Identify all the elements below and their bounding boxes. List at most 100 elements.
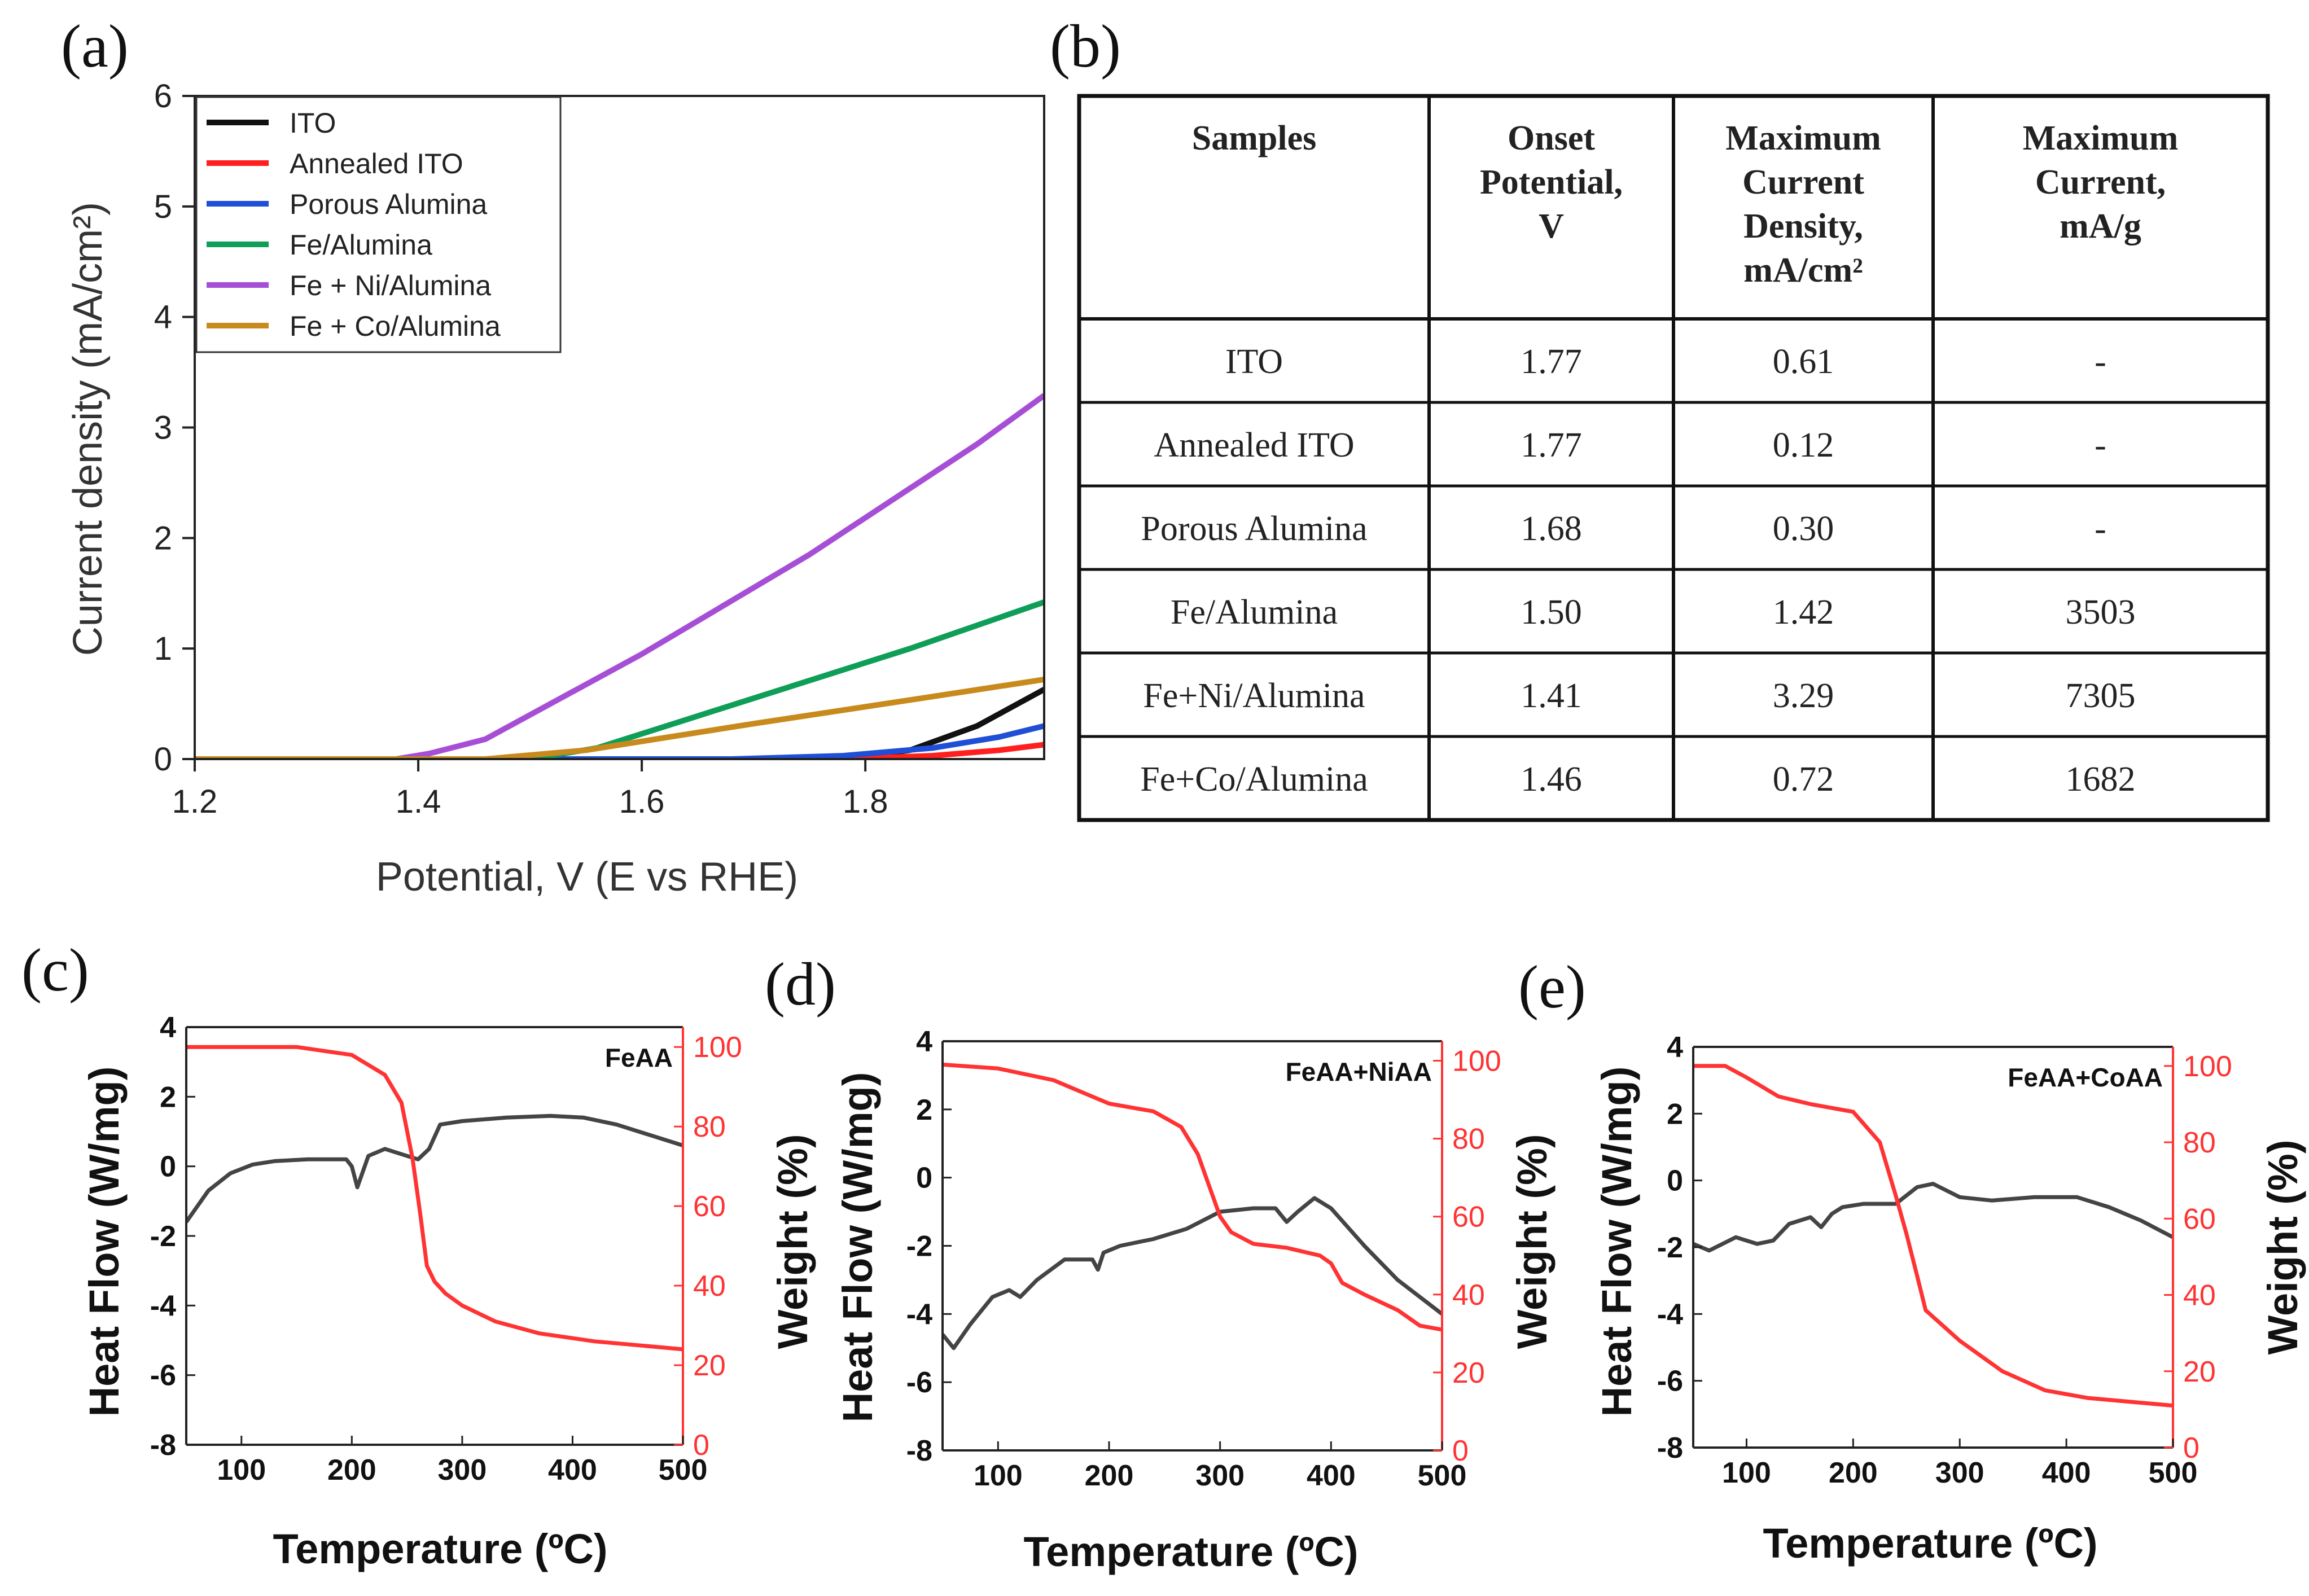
table-b-header-line: Samples: [1192, 119, 1316, 157]
chart-e-right-y-tick-label: 60: [2183, 1203, 2216, 1235]
table-b-header-line: Maximum: [2023, 119, 2179, 157]
table-b-header-line: Onset: [1508, 119, 1595, 157]
chart-e-x-tick-label: 500: [2149, 1457, 2198, 1489]
chart-c-right-y-tick-label: 40: [693, 1270, 726, 1303]
chart-d-series-0: [943, 1196, 1442, 1351]
chart-c-tga-dsc: Temperature (ºC) Heat Flow (W/mg) Weight…: [81, 1011, 816, 1572]
chart-a-x-tick-label: 1.4: [396, 783, 441, 820]
chart-a-legend-entry-0: ITO: [290, 107, 336, 139]
table-b-cell: Fe/Alumina: [1171, 593, 1338, 632]
table-b-header-line: Density,: [1743, 207, 1863, 245]
table-b-header-line: Current,: [2035, 163, 2166, 201]
chart-d-tga-dsc: Temperature (ºC) Heat Flow (W/mg) Weight…: [834, 1025, 1556, 1575]
table-b-header-1: Onset Potential, V: [1480, 119, 1623, 245]
table-b-header-line: mA/cm²: [1743, 251, 1863, 290]
chart-e-left-y-tick-label: 2: [1667, 1098, 1683, 1130]
chart-c-series-1: [186, 1045, 683, 1352]
panel-label-e: (e): [1518, 954, 1586, 1021]
chart-e-left-y-tick-label: -2: [1657, 1231, 1683, 1264]
chart-d-x-axis-label: Temperature (ºC): [1023, 1528, 1358, 1575]
chart-c-right-y-tick-label: 20: [693, 1349, 726, 1382]
chart-c-left-y-tick-label: 4: [160, 1011, 176, 1044]
chart-c-left-y-tick-label: -4: [150, 1290, 176, 1322]
table-b-cell: -: [2095, 426, 2106, 464]
table-b-header-line: V: [1539, 207, 1564, 245]
table-b-cell: 0.61: [1773, 343, 1834, 381]
chart-d-sample-label: FeAA+NiAA: [1286, 1057, 1432, 1086]
chart-c-left-y-tick-label: -2: [150, 1220, 176, 1253]
chart-d-left-y-tick-label: -8: [906, 1435, 932, 1467]
chart-e-x-tick-label: 300: [1935, 1457, 1984, 1489]
chart-c-x-tick-label: 400: [548, 1454, 597, 1487]
chart-e-right-y-tick-label: 40: [2183, 1279, 2216, 1312]
chart-e-x-tick-label: 400: [2042, 1457, 2091, 1489]
table-b-cell: 7305: [2066, 677, 2136, 715]
chart-c-right-y-label: Weight (%): [769, 1134, 816, 1349]
panel-label-d: (d): [765, 951, 836, 1018]
chart-e-left-y-tick-label: -4: [1657, 1298, 1683, 1331]
chart-d-x-tick-label: 200: [1085, 1459, 1134, 1492]
chart-e-left-y-label: Heat Flow (W/mg): [1593, 1067, 1640, 1417]
table-b-cell: 1.42: [1773, 593, 1834, 632]
chart-d-right-y-tick-label: 60: [1452, 1201, 1485, 1234]
table-b-header-line: Potential,: [1480, 163, 1623, 201]
chart-a-series-4: [195, 393, 1044, 759]
chart-c-right-y-tick-label: 0: [693, 1429, 709, 1462]
table-b-cell: 1.68: [1521, 510, 1582, 548]
chart-c-x-tick-label: 500: [659, 1454, 708, 1487]
panel-label-a: (a): [61, 13, 129, 80]
chart-d-left-y-tick-label: -2: [906, 1230, 932, 1263]
table-b-cell: -: [2095, 510, 2106, 548]
chart-e-right-y-label: Weight (%): [2259, 1140, 2306, 1355]
table-b-cell: Annealed ITO: [1154, 426, 1354, 464]
chart-a-legend-entry-4: Fe + Ni/Alumina: [290, 270, 491, 301]
chart-a-y-tick-label: 0: [154, 741, 172, 778]
chart-d-right-y-tick-label: 0: [1452, 1435, 1469, 1467]
chart-a-x-tick-label: 1.6: [619, 783, 665, 820]
chart-a-y-tick-label: 5: [154, 188, 172, 225]
table-b-header-line: Current: [1742, 163, 1864, 201]
chart-d-x-tick-label: 400: [1307, 1459, 1356, 1492]
chart-c-left-y-tick-label: 0: [160, 1151, 176, 1183]
chart-d-left-y-tick-label: -4: [906, 1298, 932, 1331]
chart-a-legend-entry-5: Fe + Co/Alumina: [290, 310, 501, 342]
chart-a-legend-entry-2: Porous Alumina: [290, 188, 487, 220]
panel-label-c: (c): [21, 937, 89, 1004]
chart-c-x-axis-label: Temperature (ºC): [273, 1525, 607, 1572]
chart-e-left-y-tick-label: -6: [1657, 1365, 1683, 1398]
table-b-header-2: Maximum Current Density, mA/cm²: [1725, 119, 1881, 290]
chart-e-sample-label: FeAA+CoAA: [2008, 1063, 2163, 1092]
chart-a-x-axis-label: Potential, V (E vs RHE): [376, 854, 798, 900]
chart-c-left-y-tick-label: 2: [160, 1081, 176, 1113]
panel-label-b: (b): [1050, 13, 1121, 80]
chart-a-lsv: Potential, V (E vs RHE) Current density …: [65, 78, 1045, 900]
chart-a-y-tick-label: 1: [154, 630, 172, 667]
chart-e-left-y-tick-label: -8: [1657, 1432, 1683, 1465]
chart-e-tga-dsc: Temperature (ºC) Heat Flow (W/mg) Weight…: [1593, 1031, 2306, 1567]
chart-a-y-tick-label: 3: [154, 410, 172, 446]
chart-e-right-y-tick-label: 80: [2183, 1126, 2216, 1159]
chart-a-y-axis-label: Current density (mA/cm²): [65, 202, 111, 656]
table-b-cell: 1.77: [1521, 343, 1582, 381]
chart-d-left-y-tick-label: 4: [916, 1025, 932, 1058]
chart-d-series-group: [943, 1062, 1442, 1351]
table-b-cell: 0.72: [1773, 760, 1834, 799]
chart-c-series-group: [186, 1045, 683, 1352]
chart-a-legend-entry-1: Annealed ITO: [290, 148, 463, 179]
table-b-cell: 3.29: [1773, 677, 1834, 715]
chart-c-right-y-tick-label: 60: [693, 1190, 726, 1223]
table-b-cell: Fe+Ni/Alumina: [1143, 677, 1365, 715]
chart-a-legend-entry-3: Fe/Alumina: [290, 229, 432, 261]
table-b-header-3: Maximum Current, mA/g: [2023, 119, 2179, 245]
chart-c-left-y-label: Heat Flow (W/mg): [81, 1067, 128, 1417]
chart-d-left-y-tick-label: 2: [916, 1094, 932, 1126]
chart-a-series-2: [195, 723, 1044, 759]
chart-d-right-y-label: Weight (%): [1509, 1134, 1556, 1349]
chart-d-left-y-tick-label: 0: [916, 1162, 932, 1195]
table-b-header-line: Maximum: [1725, 119, 1881, 157]
chart-a-y-tick-label: 4: [154, 299, 172, 336]
chart-a-series-group: [195, 393, 1044, 759]
chart-e-right-y-tick-label: 0: [2183, 1432, 2200, 1465]
chart-e-series-group: [1693, 1064, 2173, 1408]
